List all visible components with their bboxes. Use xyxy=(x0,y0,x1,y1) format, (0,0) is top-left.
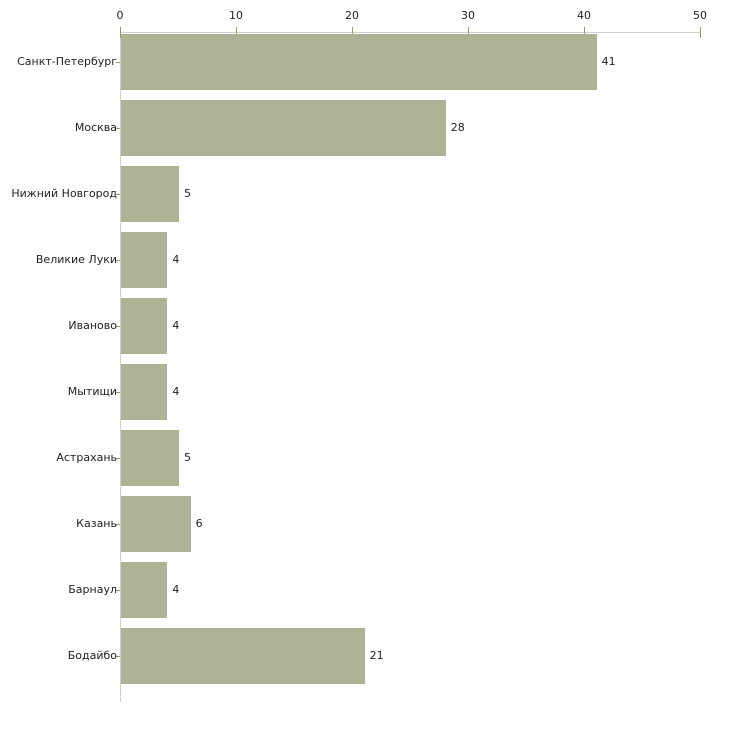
bar[interactable] xyxy=(121,430,179,486)
x-axis-tick-label: 30 xyxy=(461,9,475,22)
bar[interactable] xyxy=(121,100,446,156)
category-label: Астрахань xyxy=(56,451,117,464)
bar[interactable] xyxy=(121,562,168,618)
bar[interactable] xyxy=(121,628,365,684)
category-label: Санкт-Петербург xyxy=(17,55,117,68)
category-label: Мытищи xyxy=(67,385,117,398)
category-tick xyxy=(116,326,120,327)
bar-value-label: 5 xyxy=(184,187,191,200)
bar-value-label: 28 xyxy=(450,121,465,134)
category-tick xyxy=(116,590,120,591)
category-tick xyxy=(116,194,120,195)
x-axis-tick xyxy=(120,27,121,38)
bar-value-label: 4 xyxy=(172,253,180,266)
x-axis-tick xyxy=(584,27,585,38)
category-label: Бодайбо xyxy=(67,649,117,662)
x-axis-tick-label: 20 xyxy=(345,9,359,22)
category-tick xyxy=(116,656,120,657)
x-axis-tick xyxy=(352,27,353,38)
bar-value-label: 5 xyxy=(184,451,191,464)
y-axis-line xyxy=(120,32,121,702)
x-axis-tick xyxy=(700,27,701,38)
category-tick xyxy=(116,392,120,393)
category-tick xyxy=(116,524,120,525)
category-label: Иваново xyxy=(68,319,117,332)
category-label: Казань xyxy=(76,517,117,530)
bar-value-label: 41 xyxy=(601,55,616,68)
x-axis-tick xyxy=(468,27,469,38)
bar[interactable] xyxy=(121,364,168,420)
bar-value-label: 4 xyxy=(172,319,180,332)
bar-value-label: 4 xyxy=(172,583,180,596)
x-axis-line xyxy=(120,32,700,33)
x-axis-tick-label: 40 xyxy=(577,9,591,22)
category-label: Москва xyxy=(74,121,117,134)
category-label: Великие Луки xyxy=(35,253,117,266)
category-tick xyxy=(116,62,120,63)
bar-value-label: 21 xyxy=(369,649,384,662)
x-axis-tick xyxy=(236,27,237,38)
x-axis-tick-label: 50 xyxy=(693,9,707,22)
bar-value-label: 6 xyxy=(195,517,203,530)
category-tick xyxy=(116,260,120,261)
bar[interactable] xyxy=(121,232,168,288)
bar[interactable] xyxy=(121,298,168,354)
bar[interactable] xyxy=(121,166,179,222)
bar-value-label: 4 xyxy=(172,385,180,398)
x-axis-tick-label: 0 xyxy=(116,9,124,22)
bar[interactable] xyxy=(121,34,597,90)
x-axis-tick-label: 10 xyxy=(229,9,243,22)
category-label: Нижний Новгород xyxy=(11,187,117,200)
category-tick xyxy=(116,128,120,129)
category-label: Барнаул xyxy=(68,583,117,596)
category-tick xyxy=(116,458,120,459)
bar[interactable] xyxy=(121,496,191,552)
